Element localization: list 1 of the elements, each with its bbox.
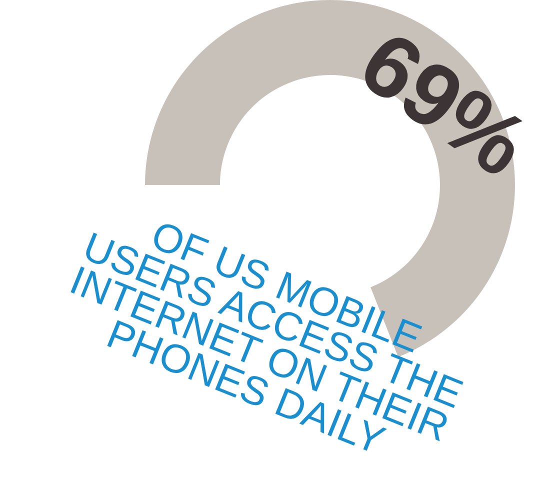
data-label: 69% [356, 28, 534, 180]
